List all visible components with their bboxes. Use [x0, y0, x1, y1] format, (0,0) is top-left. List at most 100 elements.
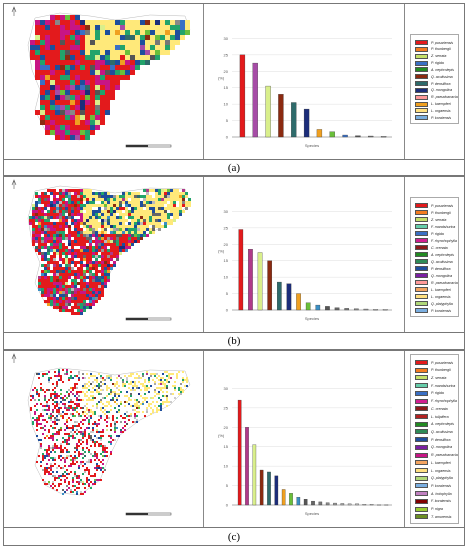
- map-cell: [74, 306, 77, 309]
- map-cell: [131, 210, 134, 213]
- legend-a: P. pusariensis P. thunbergii Z. serrata P. …: [405, 4, 464, 159]
- map-cell: [44, 437, 46, 439]
- map-cell: [56, 439, 58, 441]
- map-cell: [105, 30, 110, 35]
- map-cell: [90, 391, 92, 393]
- map-cell: [145, 55, 150, 60]
- map-cell: [80, 249, 83, 252]
- map-cell: [130, 30, 135, 35]
- map-cell: [100, 45, 105, 50]
- map-cell: [48, 431, 50, 433]
- map-cell: [55, 120, 60, 125]
- map-cell: [74, 195, 77, 198]
- map-cell: [110, 389, 112, 391]
- map-cell: [46, 463, 48, 465]
- map-cell: [107, 192, 110, 195]
- map-cell: [44, 457, 46, 459]
- map-cell: [124, 401, 126, 403]
- map-cell: [116, 397, 118, 399]
- map-cell: [66, 443, 68, 445]
- map-cell: [114, 383, 116, 385]
- map-cell: [50, 294, 53, 297]
- map-cell: [101, 204, 104, 207]
- map-cell: [62, 457, 64, 459]
- map-cell: [84, 491, 86, 493]
- map-cell: [60, 30, 65, 35]
- map-cell: [50, 207, 53, 210]
- map-cell: [100, 401, 102, 403]
- chart-a: 0 5 10 15 20 25 30 (%) Species: [204, 4, 405, 159]
- map-cell: [40, 427, 42, 429]
- map-cell: [161, 225, 164, 228]
- map-cell: [53, 288, 56, 291]
- map-cell: [98, 297, 101, 300]
- map-cell: [84, 393, 86, 395]
- map-cell: [98, 207, 101, 210]
- bar: [384, 504, 389, 506]
- map-cell: [125, 60, 130, 65]
- map-cell: [158, 225, 161, 228]
- map-cell: [44, 252, 47, 255]
- map-cell: [114, 429, 116, 431]
- map-cell: [44, 395, 46, 397]
- map-cell: [116, 201, 119, 204]
- map-cell: [170, 198, 173, 201]
- map-cell: [52, 471, 54, 473]
- map-cell: [80, 415, 82, 417]
- map-cell: [130, 413, 132, 415]
- legend-label: P. nigra: [431, 507, 443, 512]
- map-cell: [68, 189, 71, 192]
- map-cell: [62, 201, 65, 204]
- map-cell: [88, 451, 90, 453]
- map-cell: [154, 383, 156, 385]
- map-cell: [168, 377, 170, 379]
- map-cell: [80, 100, 85, 105]
- map-cell: [53, 255, 56, 258]
- map-cell: [50, 279, 53, 282]
- map-cell: [152, 397, 154, 399]
- map-cell: [110, 55, 115, 60]
- map-cell: [110, 249, 113, 252]
- map-cell: [148, 405, 150, 407]
- map-cell: [54, 451, 56, 453]
- map-cell: [48, 381, 50, 383]
- map-cell: [62, 207, 65, 210]
- map-cell: [161, 210, 164, 213]
- legend-item: Q. mongolica: [415, 272, 452, 279]
- map-cell: [110, 95, 115, 100]
- map-cell: [89, 207, 92, 210]
- map-cell: [149, 213, 152, 216]
- map-cell: [55, 105, 60, 110]
- map-cell: [140, 225, 143, 228]
- map-cell: [170, 25, 175, 30]
- map-cell: [45, 25, 50, 30]
- map-cell: [150, 45, 155, 50]
- map-cell: [166, 391, 168, 393]
- map-cell: [72, 427, 74, 429]
- map-cell: [80, 491, 82, 493]
- map-cell: [80, 481, 82, 483]
- map-cell: [35, 216, 38, 219]
- map-cell: [44, 409, 46, 411]
- map-cell: [119, 204, 122, 207]
- map-cell: [105, 20, 110, 25]
- map-cell: [165, 30, 170, 35]
- map-cell: [42, 453, 44, 455]
- map-cell: [107, 219, 110, 222]
- map-cell: [114, 401, 116, 403]
- legend-item: Q. mongolica: [415, 444, 452, 451]
- map-cell: [125, 219, 128, 222]
- map-cell: [38, 234, 41, 237]
- map-cell: [60, 60, 65, 65]
- map-cell: [84, 411, 86, 413]
- map-cell: [50, 469, 52, 471]
- map-cell: [83, 279, 86, 282]
- map-cell: [110, 85, 115, 90]
- map-cell: [80, 240, 83, 243]
- map-cell: [56, 306, 59, 309]
- map-cell: [46, 451, 48, 453]
- map-cell: [152, 401, 154, 403]
- map-cell: [70, 95, 75, 100]
- map-cell: [38, 210, 41, 213]
- map-cell: [130, 40, 135, 45]
